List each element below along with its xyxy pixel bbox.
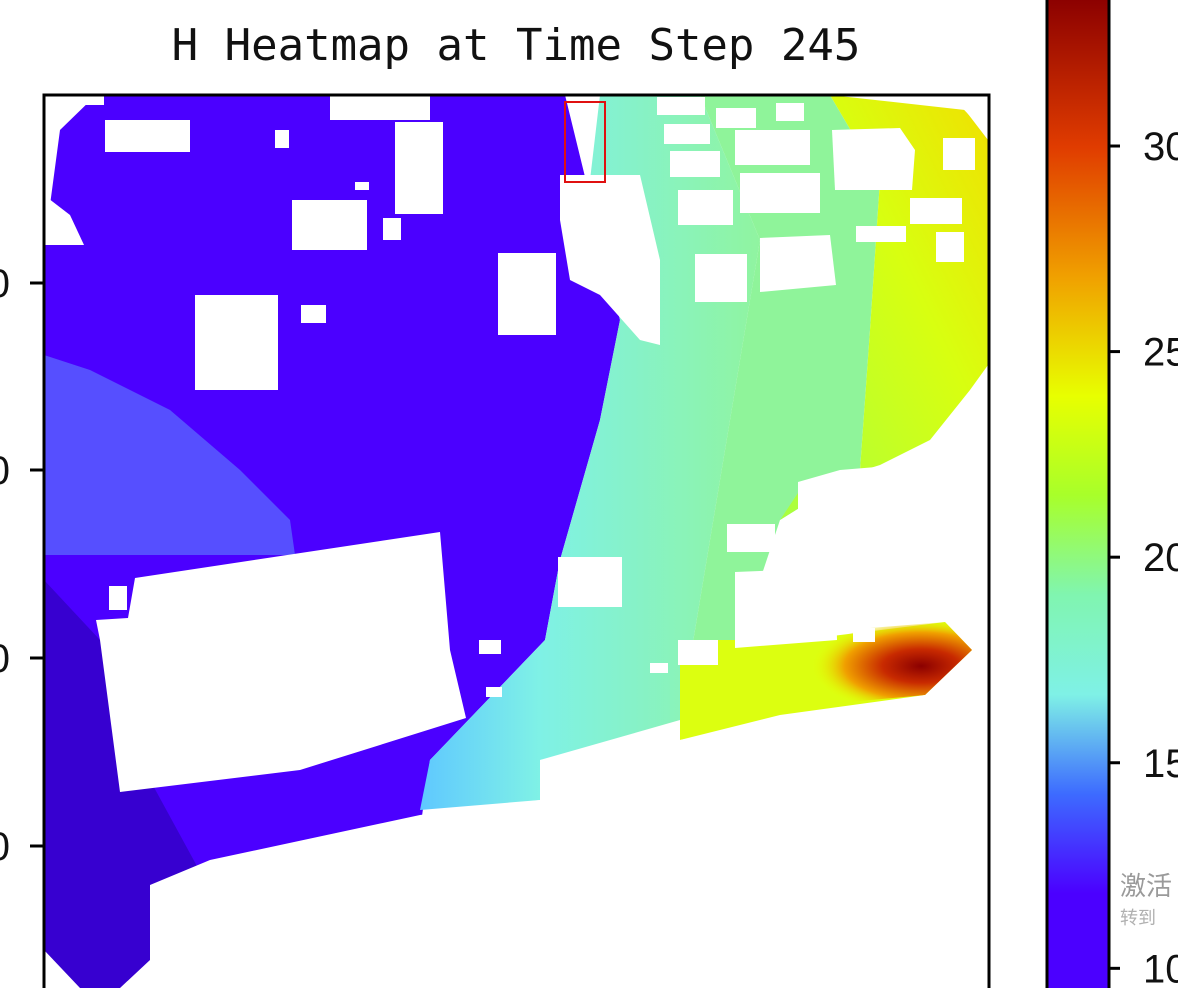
y-tick-label: 0 bbox=[0, 637, 10, 681]
watermark-line2: 转到 bbox=[1120, 908, 1156, 929]
colorbar: 10 15 20 25 30 bbox=[1045, 0, 1178, 988]
plot-frame bbox=[42, 93, 991, 988]
colorbar-gradient bbox=[1045, 0, 1111, 988]
y-tick-label: 0 bbox=[0, 262, 10, 306]
colorbar-tick-label: 30 bbox=[1143, 125, 1178, 169]
colorbar-tick-label: 20 bbox=[1143, 536, 1178, 580]
region-left-wedge bbox=[44, 355, 295, 555]
watermark-line1: 激活 bbox=[1120, 872, 1172, 902]
region-hotspot bbox=[790, 622, 972, 702]
y-tick-label: 0 bbox=[0, 825, 10, 869]
watermark: 激活 转到 bbox=[1120, 872, 1172, 929]
y-tick-label: 0 bbox=[0, 449, 10, 493]
region-central-band bbox=[420, 95, 760, 810]
colorbar-tick-label: 25 bbox=[1143, 331, 1178, 375]
colorbar-tick-label: 10 bbox=[1143, 947, 1178, 988]
y-axis: 0 0 0 0 bbox=[0, 262, 44, 869]
blank-regions bbox=[44, 95, 988, 988]
highlight-box bbox=[564, 101, 606, 183]
plot-area bbox=[44, 95, 989, 988]
colorbar-tick-label: 15 bbox=[1143, 742, 1178, 786]
chart-title: H Heatmap at Time Step 245 bbox=[172, 20, 861, 71]
